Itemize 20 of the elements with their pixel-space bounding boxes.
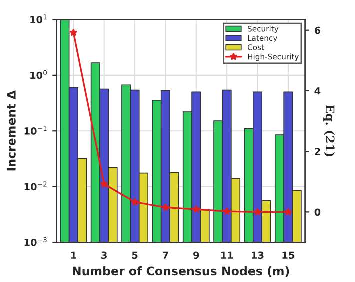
x-tick-label: 3 [102,252,107,260]
x-tick-label: 1 [71,252,76,259]
y2-tick-label: 2 [315,148,320,156]
x-tick-label: 11 [221,252,234,259]
y-tick-label: 10$^{−3}$ [24,237,47,246]
x-tick-label: 15 [282,252,295,260]
y-axis-title: Increment Δ [7,90,16,171]
x-axis-title: Number of Consensus Nodes (m) [73,266,290,278]
x-tick-label: 5 [132,252,138,260]
y2-tick-label: 4 [314,88,321,95]
y-tick-label: 10$^{−2}$ [24,182,47,191]
y-tick-label: 10$^{−1}$ [24,126,47,135]
x-tick-label: 7 [162,252,168,259]
y2-tick-label: 0 [314,208,321,216]
y-tick-label: 10$^{0}$ [30,70,47,80]
x-tick-label: 9 [194,252,200,260]
y-tick-label: 10$^{1}$ [30,14,47,24]
y2-axis-title: Eq. (21) [324,105,335,157]
x-tick-label: 13 [252,252,264,260]
y2-tick-label: 6 [314,26,321,34]
